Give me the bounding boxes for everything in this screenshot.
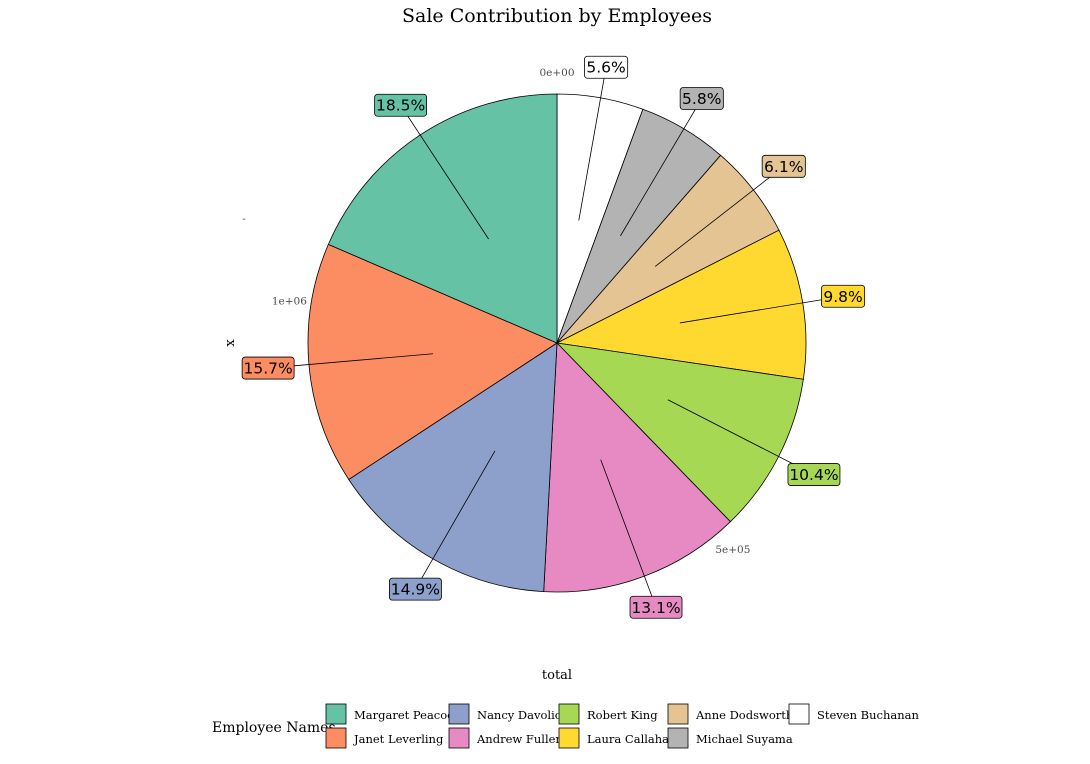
legend-swatch (558, 703, 580, 725)
legend-label: Margaret Peacock (354, 708, 462, 722)
svg-text:15.7%: 15.7% (244, 360, 293, 378)
slice-labels: 5.6% 5.8% 6.1% 9.8% 10.4% 13.1% 14.9% 15.7% 18.5… (241, 55, 866, 619)
legend-item-margaret-peacock: Margaret Peacock (325, 703, 462, 725)
legend-label: Michael Suyama (696, 732, 793, 746)
leader-line-andrew-fuller (600, 459, 657, 608)
x-axis-title: total (542, 668, 572, 683)
legend-label: Robert King (587, 708, 658, 722)
chart-title: Sale Contribution by Employees (402, 5, 712, 27)
slice-label-michael-suyama: 5.8% (679, 87, 724, 110)
slice-label-anne-dodsworth: 6.1% (761, 154, 806, 178)
slice-label-laura-callahan: 9.8% (821, 284, 866, 308)
svg-text:10.4%: 10.4% (789, 466, 838, 484)
slice-label-andrew-fuller: 13.1% (629, 595, 683, 619)
svg-text:5.8%: 5.8% (682, 90, 721, 108)
radial-tick-1e+06: 1e+06 (272, 295, 307, 307)
leader-line-nancy-davolio (415, 450, 496, 590)
leader-line-steven-buchanan (578, 67, 607, 221)
legend-item-steven-buchanan: Steven Buchanan (788, 703, 919, 725)
legend-label: Anne Dodsworth (695, 708, 794, 722)
legend-item-nancy-davolio: Nancy Davolio (448, 703, 562, 725)
svg-text:13.1%: 13.1% (631, 599, 680, 617)
slice-label-steven-buchanan: 5.6% (584, 55, 629, 79)
legend-label: Steven Buchanan (817, 708, 919, 722)
y-axis-title: x (223, 339, 238, 347)
svg-text:9.8%: 9.8% (823, 288, 862, 306)
legend-item-laura-callahan: Laura Callahan (558, 727, 677, 749)
svg-text:5.6%: 5.6% (586, 59, 625, 77)
legend-item-michael-suyama: Michael Suyama (667, 727, 793, 749)
radial-tick-labels: 0e+00 5e+05 1e+06 (272, 67, 751, 556)
leader-line-robert-king (667, 399, 815, 475)
radial-tick-0e+00: 0e+00 (539, 67, 574, 79)
label-leader-lines (268, 67, 844, 608)
leader-line-margaret-peacock (400, 105, 489, 240)
leader-line-janet-leverling (268, 353, 433, 369)
y-tick-label: - (242, 213, 246, 225)
legend-item-andrew-fuller: Andrew Fuller (448, 727, 561, 749)
legend-item-anne-dodsworth: Anne Dodsworth (667, 703, 794, 725)
legend-item-janet-leverling: Janet Leverling (325, 727, 444, 749)
legend-label: Andrew Fuller (476, 732, 561, 746)
radial-tick-5e+05: 5e+05 (715, 544, 750, 556)
leader-line-anne-dodsworth (654, 165, 784, 267)
legend-swatch (788, 703, 810, 725)
legend-swatch (448, 703, 470, 725)
legend-swatch (667, 727, 689, 749)
slice-label-nancy-davolio: 14.9% (388, 577, 442, 601)
legend-title: Employee Names (212, 720, 336, 736)
slice-label-margaret-peacock: 18.5% (374, 93, 428, 117)
legend-swatch (667, 703, 689, 725)
legend-label: Laura Callahan (587, 732, 677, 746)
svg-text:18.5%: 18.5% (376, 97, 425, 115)
slice-label-robert-king: 10.4% (787, 463, 841, 486)
legend-swatch (448, 727, 470, 749)
svg-text:14.9%: 14.9% (391, 581, 440, 599)
leader-line-michael-suyama (620, 98, 703, 237)
legend-label: Janet Leverling (353, 732, 444, 746)
legend-swatch (325, 727, 347, 749)
legend-swatch (325, 703, 347, 725)
legend: Employee Names Margaret Peacock Janet Lev… (212, 703, 919, 749)
slice-label-janet-leverling: 15.7% (241, 356, 295, 380)
leader-line-laura-callahan (679, 295, 844, 324)
svg-text:6.1%: 6.1% (764, 158, 803, 176)
legend-label: Nancy Davolio (477, 708, 562, 722)
legend-swatch (558, 727, 580, 749)
legend-item-robert-king: Robert King (558, 703, 658, 725)
pie-slices (307, 93, 807, 593)
